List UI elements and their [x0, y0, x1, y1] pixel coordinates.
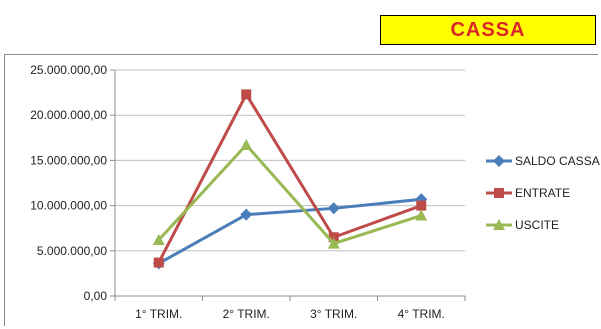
- series-line: [157, 143, 422, 246]
- y-tick-label: 5.000.000,00: [37, 244, 107, 258]
- page-title: CASSA: [380, 15, 596, 45]
- legend-item: USCITE: [486, 218, 559, 232]
- legend-label: USCITE: [515, 218, 559, 232]
- data-point: [327, 202, 340, 215]
- x-tick-label: 1° TRIM.: [135, 307, 182, 321]
- legend-item: ENTRATE: [486, 186, 570, 200]
- series-uscite: [152, 139, 428, 249]
- series-lines: [152, 89, 428, 270]
- legend-marker: [494, 188, 504, 198]
- y-tick-label: 25.000.000,00: [30, 63, 107, 77]
- series-line: [158, 197, 422, 265]
- series-line: [157, 92, 422, 264]
- x-tick-label: 2° TRIM.: [223, 307, 270, 321]
- gridlines: [115, 69, 465, 252]
- data-point: [328, 232, 339, 243]
- y-tick-label: 20.000.000,00: [30, 108, 107, 122]
- data-point: [153, 257, 164, 268]
- x-tick-label: 3° TRIM.: [310, 307, 357, 321]
- y-tick-label: 15.000.000,00: [30, 153, 107, 167]
- data-point: [327, 237, 340, 249]
- legend: SALDO CASSA ENTRATE USCITE: [486, 154, 600, 232]
- series-saldo-cassa: [152, 193, 428, 270]
- chart-frame: [4, 54, 598, 326]
- x-tick-label: 4° TRIM.: [398, 307, 445, 321]
- data-point: [415, 209, 428, 221]
- y-tick-label: 10.000.000,00: [30, 199, 107, 213]
- data-point: [240, 139, 253, 151]
- data-point: [241, 89, 252, 100]
- legend-label: SALDO CASSA: [515, 154, 600, 168]
- legend-label: ENTRATE: [515, 186, 570, 200]
- series-entrate: [153, 89, 427, 268]
- data-point: [416, 200, 427, 211]
- data-point: [152, 233, 165, 245]
- legend-marker: [493, 219, 505, 230]
- axes: 0,00 5.000.000,00 10.000.000,00 15.000.000,…: [30, 63, 466, 321]
- legend-marker: [493, 155, 505, 167]
- data-point: [240, 208, 253, 221]
- legend-item: SALDO CASSA: [486, 154, 600, 168]
- y-tick-label: 0,00: [84, 289, 108, 303]
